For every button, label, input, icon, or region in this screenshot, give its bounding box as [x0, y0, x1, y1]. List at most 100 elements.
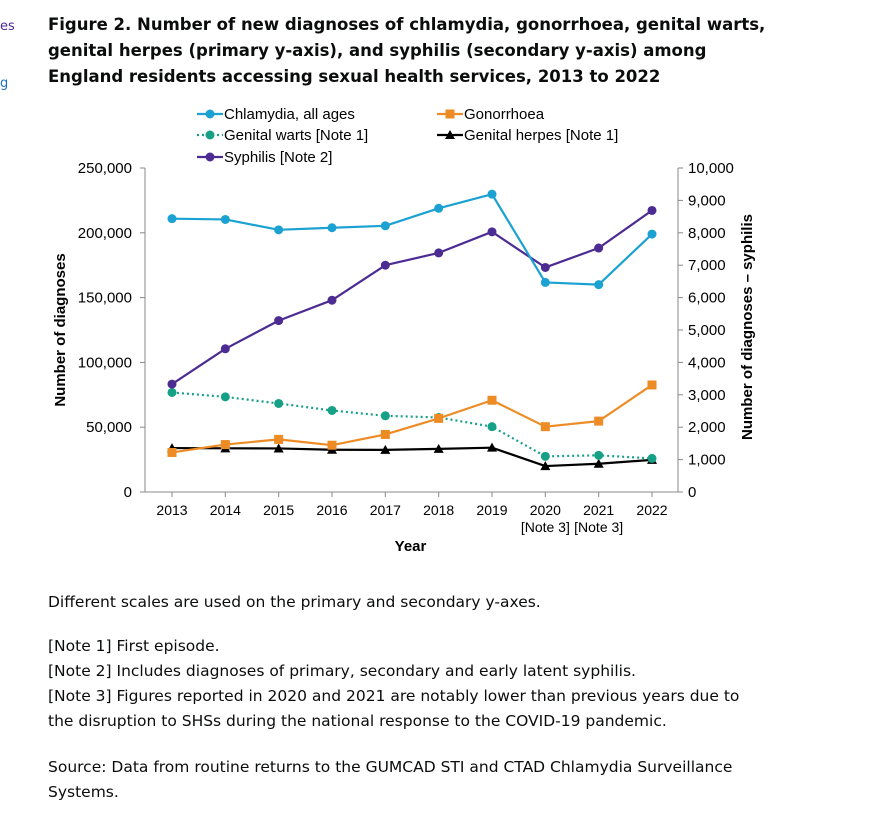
data-point-syphilis	[327, 295, 337, 305]
data-point-syphilis	[380, 260, 390, 270]
chart-axes: 0 50,000 100,000 150,000 200,000 250,000 0 1,00…	[52, 160, 756, 555]
legend-swatch-marker	[205, 130, 215, 140]
data-point-chlamydia	[220, 214, 230, 224]
series-gonorrhoea	[167, 380, 657, 457]
series-line-genital	[171, 446, 653, 468]
legend-swatch-marker	[205, 109, 215, 119]
data-point-chlamydia	[540, 277, 550, 287]
data-point-genital	[594, 450, 604, 460]
primary-y-tick-label: 150,000	[78, 290, 132, 307]
data-point-chlamydia	[167, 214, 177, 224]
legend-label: Syphilis [Note 2]	[224, 149, 332, 166]
x-tick-label: 2018	[423, 502, 454, 518]
data-point-gonorrhoea	[274, 434, 284, 444]
scales-note-text: Different scales are used on the primary…	[48, 593, 541, 611]
primary-y-tick-label: 250,000	[78, 160, 132, 177]
secondary-y-tick-label: 9,000	[688, 192, 726, 209]
legend-item-gonorrhoea: Gonorrhoea	[437, 106, 545, 123]
primary-y-tick-label: 0	[124, 484, 132, 501]
data-point-genital	[647, 453, 657, 463]
source-note: Source: Data from routine returns to the…	[48, 755, 768, 805]
primary-y-tick-label: 100,000	[78, 354, 132, 371]
secondary-y-tick-label: 8,000	[688, 225, 726, 242]
secondary-y-tick-label: 0	[688, 484, 696, 501]
line-chart: 0 50,000 100,000 150,000 200,000 250,000 0 1,00…	[52, 106, 756, 555]
scales-note: Different scales are used on the primary…	[48, 590, 768, 615]
data-point-syphilis	[594, 243, 604, 253]
series-syphilis	[167, 205, 657, 389]
legend-item-syphilis: Syphilis [Note 2]	[197, 149, 332, 166]
data-point-chlamydia	[380, 221, 390, 231]
legend-item-chlamydia: Chlamydia, all ages	[197, 106, 355, 123]
secondary-y-tick-label: 2,000	[688, 419, 726, 436]
data-point-syphilis	[647, 205, 657, 215]
series-line-chlamydia	[171, 193, 653, 286]
data-point-genital	[540, 461, 551, 471]
secondary-y-tick-label: 6,000	[688, 290, 726, 307]
x-tick-label: 2019	[476, 502, 507, 518]
data-point-gonorrhoea	[380, 429, 390, 439]
series-line-gonorrhoea	[171, 384, 653, 454]
data-point-genital	[433, 443, 444, 453]
note-2: [Note 2] Includes diagnoses of primary, …	[48, 662, 636, 680]
secondary-y-tick-label: 1,000	[688, 452, 726, 469]
x-tick-label: 2014	[210, 502, 241, 518]
data-point-gonorrhoea	[594, 416, 604, 426]
data-point-genital	[487, 422, 497, 432]
secondary-y-tick-label: 3,000	[688, 387, 726, 404]
data-point-genital	[327, 405, 337, 415]
data-point-genital	[274, 398, 284, 408]
data-point-chlamydia	[327, 223, 337, 233]
data-point-syphilis	[540, 262, 550, 272]
x-tick-label: 2013	[156, 502, 187, 518]
legend-item-genital: Genital herpes [Note 1]	[437, 127, 618, 144]
data-point-genital	[380, 444, 391, 454]
legend-swatch-marker	[205, 152, 215, 162]
chart-series	[167, 189, 657, 471]
data-point-genital	[167, 387, 177, 397]
x-tick-label: 2020	[530, 502, 561, 518]
x-tick-label: 2015	[263, 502, 294, 518]
secondary-y-tick-label: 5,000	[688, 322, 726, 339]
data-point-chlamydia	[647, 229, 657, 239]
legend-label: Chlamydia, all ages	[224, 106, 355, 123]
x-tick-label: 2021	[583, 502, 614, 518]
data-point-genital	[540, 451, 550, 461]
data-point-chlamydia	[434, 203, 444, 213]
note-1: [Note 1] First episode.	[48, 637, 220, 655]
x-tick-sublabel: [Note 3]	[521, 519, 570, 535]
source-text: Source: Data from routine returns to the…	[48, 758, 733, 801]
data-point-genital	[273, 443, 284, 453]
x-tick-label: 2017	[370, 502, 401, 518]
x-tick-label: 2016	[316, 502, 347, 518]
secondary-y-axis-title: Number of diagnoses – syphilis	[739, 214, 756, 440]
data-point-chlamydia	[487, 189, 497, 199]
x-axis-title: Year	[395, 538, 427, 555]
figure-title: Figure 2. Number of new diagnoses of chl…	[48, 15, 766, 86]
x-tick-label: 2022	[636, 502, 667, 518]
chart-legend: Chlamydia, all ages Gonorrhoea Genital war…	[197, 106, 618, 166]
data-point-genital	[220, 392, 230, 402]
data-point-syphilis	[487, 227, 497, 237]
data-point-chlamydia	[594, 280, 604, 290]
data-point-syphilis	[274, 316, 284, 326]
legend-swatch-marker	[445, 130, 455, 139]
primary-y-axis-title: Number of diagnoses	[52, 253, 69, 406]
primary-y-tick-label: 200,000	[78, 225, 132, 242]
data-point-genital	[380, 411, 390, 421]
secondary-y-tick-label: 7,000	[688, 257, 726, 274]
data-point-gonorrhoea	[327, 440, 337, 450]
legend-label: Genital herpes [Note 1]	[464, 127, 618, 144]
edge-link-fragment[interactable]: g	[0, 76, 9, 91]
data-point-gonorrhoea	[647, 380, 657, 390]
x-tick-sublabel: [Note 3]	[574, 519, 623, 535]
data-point-syphilis	[434, 248, 444, 258]
series-line-genital	[171, 391, 653, 460]
data-point-gonorrhoea	[540, 422, 550, 432]
secondary-y-tick-label: 10,000	[688, 160, 734, 177]
note-3: [Note 3] Figures reported in 2020 and 20…	[48, 687, 740, 730]
primary-y-tick-label: 50,000	[86, 419, 132, 436]
data-point-gonorrhoea	[220, 440, 230, 450]
data-point-gonorrhoea	[167, 447, 177, 457]
data-point-syphilis	[167, 379, 177, 389]
